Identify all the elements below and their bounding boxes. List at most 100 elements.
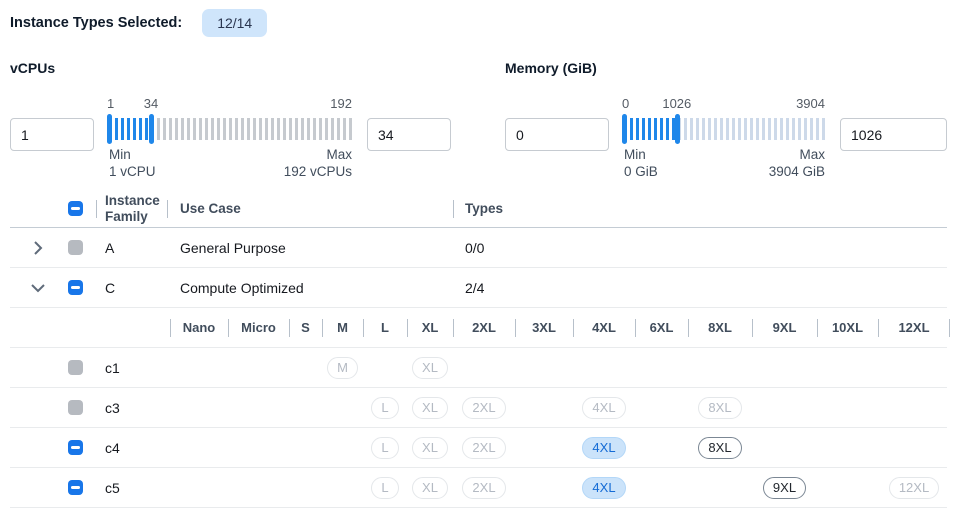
table-header-row: Instance Family Use Case Types xyxy=(10,190,947,228)
vcpus-scale: 1 34 192 xyxy=(107,96,352,112)
instance-row-left: c5 xyxy=(10,480,170,496)
size-column-header-8xl: 8XL xyxy=(688,308,752,347)
selected-count-label: Instance Types Selected: xyxy=(10,15,183,31)
vcpus-max-input[interactable] xyxy=(367,118,451,151)
family-use-case: Compute Optimized xyxy=(180,279,304,296)
scale-label-min: 0 xyxy=(622,96,630,111)
size-cell-2xl: 2XL xyxy=(453,436,515,459)
min-caption: Min xyxy=(624,147,646,162)
column-header-family: Instance Family xyxy=(96,193,167,225)
scale-label-current: 34 xyxy=(143,96,159,111)
memory-slider[interactable]: 0 1026 3904 Min 0 GiB xyxy=(622,96,825,180)
size-cell-4xl: 4XL xyxy=(573,476,635,499)
select-all-checkbox[interactable] xyxy=(68,201,83,216)
size-cell-xl: XL xyxy=(407,396,453,419)
filters: vCPUs 1 34 192 xyxy=(10,60,947,180)
memory-slider-handle-min[interactable] xyxy=(622,114,627,144)
size-pill-8xl[interactable]: 8XL xyxy=(698,436,742,459)
min-caption: Min xyxy=(109,147,131,162)
family-row-a: A General Purpose 0/0 xyxy=(10,228,947,268)
size-cell-xl: XL xyxy=(407,436,453,459)
size-cell-8xl: 8XL xyxy=(688,436,752,459)
size-pill-12xl: 12XL xyxy=(888,476,940,499)
max-caption: Max xyxy=(326,147,352,162)
expand-toggle-a[interactable] xyxy=(10,240,56,256)
instance-row-left: c4 xyxy=(10,440,170,456)
vcpus-slider-handle-min[interactable] xyxy=(107,114,112,144)
size-column-header-3xl: 3XL xyxy=(515,308,573,347)
size-column-header-6xl: 6XL xyxy=(635,308,688,347)
size-cell-12xl: 12XL xyxy=(878,476,950,499)
size-pill-8xl: 8XL xyxy=(698,396,742,419)
max-unit: 3904 GiB xyxy=(768,164,825,179)
scale-label-current: 1026 xyxy=(662,96,692,111)
size-cell-l: L xyxy=(363,476,407,499)
column-header-use-case: Use Case xyxy=(167,201,453,217)
table-body: A General Purpose 0/0 C Compute Optimized 2/4… xyxy=(10,228,947,508)
size-pill-4xl[interactable]: 4XL xyxy=(582,476,626,499)
memory-min-input[interactable] xyxy=(505,118,609,151)
instance-checkbox-c3 xyxy=(68,400,83,415)
min-unit: 0 GiB xyxy=(624,164,658,179)
slider-track-selected xyxy=(109,118,151,140)
slider-track-base xyxy=(109,118,352,140)
instance-name: c4 xyxy=(105,439,120,456)
size-pill-2xl: 2XL xyxy=(462,476,506,499)
memory-max-input[interactable] xyxy=(840,118,947,151)
size-pill-xl: XL xyxy=(412,436,448,459)
size-cell-l: L xyxy=(363,396,407,419)
vcpus-min-input[interactable] xyxy=(10,118,94,151)
size-pill-4xl: 4XL xyxy=(582,396,626,419)
size-cell-9xl: 9XL xyxy=(752,476,817,499)
size-cell-xl: XL xyxy=(407,356,453,379)
size-column-header-xl: XL xyxy=(407,308,453,347)
collapse-toggle-c[interactable] xyxy=(10,280,56,296)
memory-minmax: Min 0 GiB Max 3904 GiB xyxy=(624,146,825,180)
size-cell-2xl: 2XL xyxy=(453,396,515,419)
family-checkbox-a xyxy=(68,240,83,255)
size-pill-l: L xyxy=(371,436,399,459)
instance-family-table: Instance Family Use Case Types A General … xyxy=(10,190,947,508)
size-pill-l: L xyxy=(371,396,399,419)
memory-slider-handle-max[interactable] xyxy=(674,114,680,144)
family-name: A xyxy=(105,239,115,256)
size-pill-9xl[interactable]: 9XL xyxy=(762,476,807,499)
instance-checkbox-c4[interactable] xyxy=(68,440,83,455)
vcpus-slider-handle-max[interactable] xyxy=(148,114,154,144)
size-pill-xl: XL xyxy=(412,396,448,419)
family-name: C xyxy=(105,279,116,296)
scale-label-max: 3904 xyxy=(796,96,825,111)
instance-row-c5: c5 L XL 2XL 4XL 9XL 12XL xyxy=(10,468,947,508)
size-cell-l: L xyxy=(363,436,407,459)
instance-row-left: c1 xyxy=(10,360,170,376)
instance-name: c3 xyxy=(105,399,120,416)
max-unit: 192 vCPUs xyxy=(283,164,352,179)
size-pill-4xl[interactable]: 4XL xyxy=(582,436,626,459)
instance-row-c4: c4 L XL 2XL 4XL 8XL xyxy=(10,428,947,468)
instance-row-c1: c1 M XL xyxy=(10,348,947,388)
vcpus-title: vCPUs xyxy=(10,60,56,76)
size-column-header-4xl: 4XL xyxy=(573,308,635,347)
instance-row-left: c3 xyxy=(10,400,170,416)
family-checkbox-c[interactable] xyxy=(68,280,83,295)
instance-checkbox-c5[interactable] xyxy=(68,480,83,495)
size-column-header-micro: Micro xyxy=(228,308,289,347)
size-pill-m: M xyxy=(327,356,358,379)
instance-row-c3: c3 L XL 2XL 4XL 8XL xyxy=(10,388,947,428)
vcpus-slider-track[interactable] xyxy=(107,114,352,144)
size-column-header-2xl: 2XL xyxy=(453,308,515,347)
vcpus-minmax: Min 1 vCPU Max 192 vCPUs xyxy=(109,146,352,180)
size-pill-xl: XL xyxy=(412,476,448,499)
min-unit: 1 vCPU xyxy=(109,164,156,179)
memory-slider-track[interactable] xyxy=(622,114,825,144)
vcpus-slider[interactable]: 1 34 192 Min 1 vCPU xyxy=(107,96,352,180)
slider-track-selected xyxy=(624,118,677,140)
family-types-count: 2/4 xyxy=(465,279,485,296)
memory-scale: 0 1026 3904 xyxy=(622,96,825,112)
family-row-c: C Compute Optimized 2/4 xyxy=(10,268,947,308)
vcpus-filter: vCPUs 1 34 192 xyxy=(10,60,451,180)
scale-label-max: 192 xyxy=(330,96,352,111)
size-cell-xl: XL xyxy=(407,476,453,499)
scale-label-min: 1 xyxy=(107,96,115,111)
